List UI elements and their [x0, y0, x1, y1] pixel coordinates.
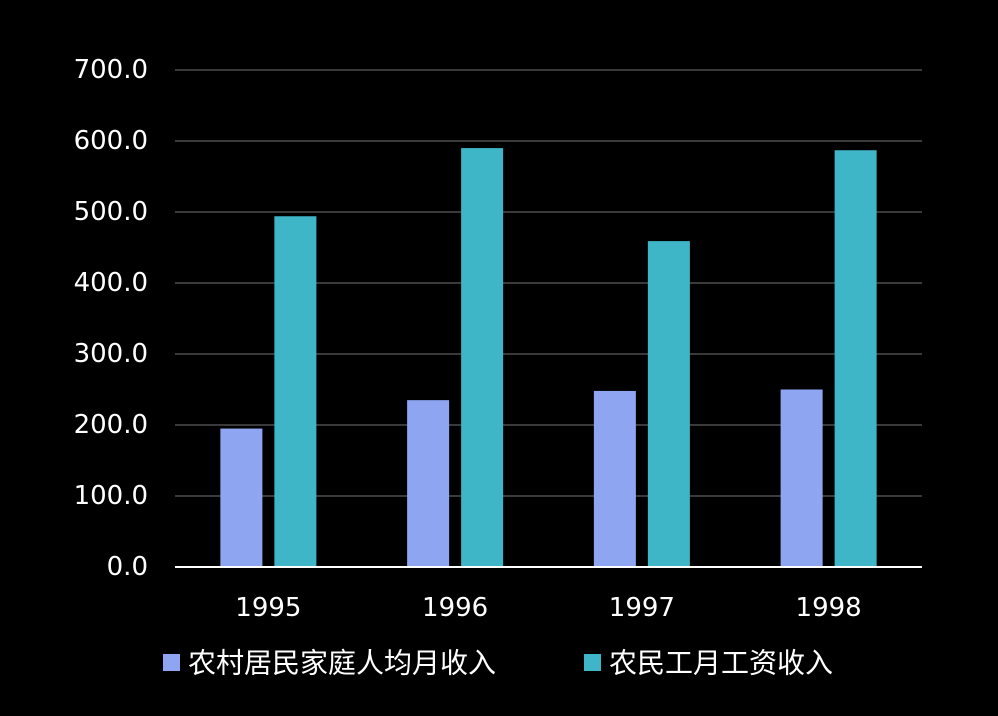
- bar-rural-household-income-1998: [780, 389, 823, 567]
- legend-label: 农村居民家庭人均月收入: [188, 647, 496, 680]
- y-axis-ticks: 0.0 100.0 200.0 300.0 400.0 500.0 600.0 700.0: [74, 55, 148, 582]
- x-axis-ticks: 1995 1996 1997 1998: [235, 593, 861, 623]
- bar-migrant-worker-wage-1997: [647, 241, 690, 568]
- bar-migrant-worker-wage-1995: [274, 216, 317, 567]
- bar-rural-household-income-1995: [220, 428, 263, 567]
- y-tick-label: 700.0: [74, 55, 148, 85]
- y-tick-label: 0.0: [107, 552, 148, 582]
- y-tick-label: 200.0: [74, 410, 148, 440]
- x-tick-label: 1997: [609, 593, 675, 623]
- y-tick-label: 300.0: [74, 339, 148, 369]
- bar-migrant-worker-wage-1998: [834, 150, 877, 568]
- bar-rural-household-income-1997: [593, 390, 636, 567]
- y-tick-label: 400.0: [74, 268, 148, 298]
- y-tick-label: 500.0: [74, 197, 148, 227]
- bars: [220, 148, 877, 568]
- legend: 农村居民家庭人均月收入 农民工月工资收入: [163, 647, 833, 680]
- bar-rural-household-income-1996: [407, 400, 450, 567]
- y-tick-label: 100.0: [74, 481, 148, 511]
- x-tick-label: 1998: [796, 593, 862, 623]
- legend-swatch: [584, 654, 601, 671]
- legend-label: 农民工月工资收入: [609, 647, 833, 680]
- bar-migrant-worker-wage-1996: [461, 148, 504, 567]
- y-tick-label: 600.0: [74, 126, 148, 156]
- legend-swatch: [163, 654, 180, 671]
- x-tick-label: 1996: [422, 593, 488, 623]
- x-tick-label: 1995: [235, 593, 301, 623]
